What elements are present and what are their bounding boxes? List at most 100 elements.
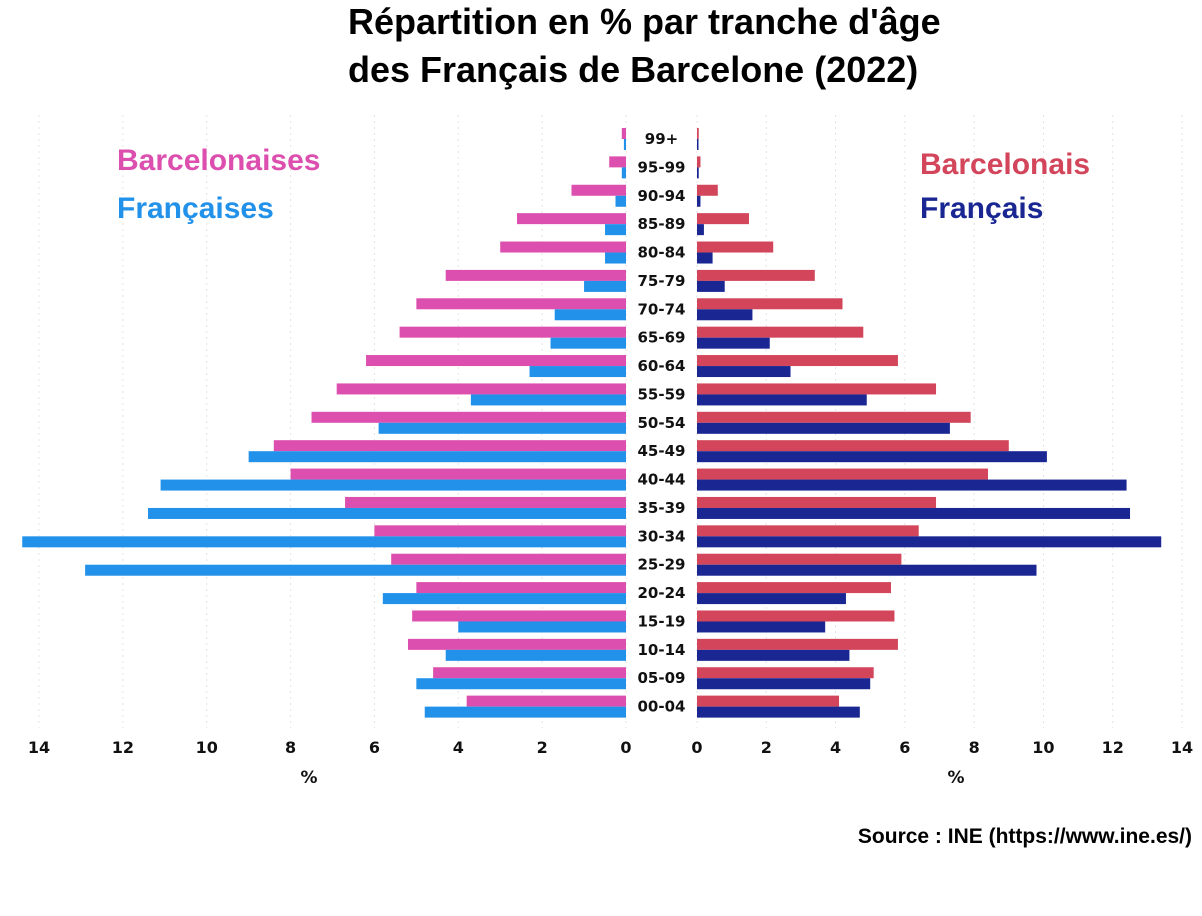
bar-barcelonaises-45-49 bbox=[273, 440, 626, 452]
left-axis-unit-label: % bbox=[300, 768, 317, 788]
age-label-65-69: 65-69 bbox=[638, 329, 686, 347]
bar-barcelonais-70-74 bbox=[697, 298, 843, 310]
right-tick-label: 6 bbox=[899, 738, 910, 757]
bar-francais-05-09 bbox=[697, 678, 871, 690]
age-label-80-84: 80-84 bbox=[638, 244, 686, 262]
bar-barcelonaises-25-29 bbox=[391, 553, 626, 565]
bar-barcelonais-55-59 bbox=[697, 383, 937, 395]
age-label-50-54: 50-54 bbox=[638, 414, 686, 432]
age-label-60-64: 60-64 bbox=[638, 357, 686, 375]
bar-francais-00-04 bbox=[697, 706, 860, 718]
age-group-labels: 00-04 05-09 10-14 15-19 20-24 25-29 30-34 35-39… bbox=[638, 130, 686, 716]
bar-francais-65-69 bbox=[697, 337, 770, 349]
left-tick-label: 4 bbox=[453, 738, 464, 757]
bar-francaises-70-74 bbox=[554, 309, 626, 321]
bar-barcelonaises-65-69 bbox=[399, 326, 626, 338]
age-label-00-04: 00-04 bbox=[638, 698, 686, 716]
bar-francaises-30-34 bbox=[22, 536, 626, 548]
bar-barcelonaises-10-14 bbox=[407, 638, 626, 650]
bar-francaises-15-19 bbox=[458, 621, 626, 633]
bar-francais-15-19 bbox=[697, 621, 826, 633]
bar-francaises-65-69 bbox=[550, 337, 626, 349]
bar-francaises-55-59 bbox=[470, 394, 626, 406]
bar-barcelonaises-85-89 bbox=[516, 213, 626, 225]
bar-barcelonais-15-19 bbox=[697, 610, 895, 622]
bar-barcelonais-50-54 bbox=[697, 411, 971, 423]
bar-francais-80-84 bbox=[697, 252, 713, 264]
right-axis-unit-label: % bbox=[947, 768, 964, 788]
bar-francaises-50-54 bbox=[378, 422, 626, 434]
age-label-99+: 99+ bbox=[645, 130, 678, 148]
legend-francais: Français bbox=[920, 192, 1043, 225]
bar-francais-45-49 bbox=[697, 451, 1047, 463]
bar-francaises-85-89 bbox=[605, 224, 626, 236]
bar-francaises-20-24 bbox=[382, 593, 626, 605]
bar-francais-25-29 bbox=[697, 564, 1037, 576]
age-label-15-19: 15-19 bbox=[638, 612, 686, 630]
left-tick-label: 2 bbox=[537, 738, 548, 757]
bar-barcelonais-00-04 bbox=[697, 695, 840, 707]
bar-francais-75-79 bbox=[697, 280, 725, 292]
right-tick-label: 14 bbox=[1171, 738, 1193, 757]
bar-barcelonaises-80-84 bbox=[500, 241, 626, 253]
right-tick-label: 8 bbox=[969, 738, 980, 757]
right-tick-label: 0 bbox=[691, 738, 702, 757]
legend-barcelonais: Barcelonais bbox=[920, 148, 1090, 181]
bar-barcelonaises-50-54 bbox=[311, 411, 626, 423]
left-tick-label: 6 bbox=[369, 738, 380, 757]
age-label-10-14: 10-14 bbox=[638, 641, 686, 659]
bar-barcelonais-80-84 bbox=[697, 241, 774, 253]
bar-barcelonais-45-49 bbox=[697, 440, 1009, 452]
bar-francais-90-94 bbox=[697, 195, 701, 207]
left-tick-label: 14 bbox=[28, 738, 50, 757]
bar-barcelonais-75-79 bbox=[697, 269, 815, 281]
legend-barcelonaises: Barcelonaises bbox=[117, 144, 320, 177]
bar-francais-99+ bbox=[697, 139, 699, 150]
left-tick-label: 0 bbox=[620, 738, 631, 757]
bar-barcelonais-30-34 bbox=[697, 525, 919, 537]
chart-title-line-2: des Français de Barcelone (2022) bbox=[348, 49, 918, 90]
bar-francaises-45-49 bbox=[248, 451, 626, 463]
age-label-95-99: 95-99 bbox=[638, 158, 686, 176]
right-tick-label: 12 bbox=[1102, 738, 1124, 757]
bar-francais-70-74 bbox=[697, 309, 753, 321]
age-label-45-49: 45-49 bbox=[638, 442, 686, 460]
bar-barcelonais-60-64 bbox=[697, 355, 898, 367]
bar-francaises-95-99 bbox=[621, 167, 626, 179]
bar-barcelonaises-30-34 bbox=[374, 525, 626, 537]
age-label-40-44: 40-44 bbox=[638, 471, 686, 489]
bar-francais-60-64 bbox=[697, 366, 791, 378]
bar-barcelonaises-75-79 bbox=[445, 269, 626, 281]
age-label-05-09: 05-09 bbox=[638, 669, 686, 687]
bar-francaises-75-79 bbox=[584, 280, 626, 292]
bar-barcelonais-35-39 bbox=[697, 496, 937, 508]
left-tick-label: 8 bbox=[285, 738, 296, 757]
bar-barcelonais-10-14 bbox=[697, 638, 898, 650]
x-axis-ticks: 14 12 10 8 6 4 2 0 0 2 4 6 8 10 12 14 bbox=[28, 738, 1193, 757]
left-tick-label: 10 bbox=[196, 738, 218, 757]
age-label-35-39: 35-39 bbox=[638, 499, 686, 517]
bar-barcelonaises-90-94 bbox=[571, 184, 626, 196]
bar-barcelonaises-15-19 bbox=[412, 610, 626, 622]
bar-barcelonais-99+ bbox=[697, 128, 699, 139]
right-tick-label: 4 bbox=[830, 738, 841, 757]
bar-francaises-99+ bbox=[623, 139, 626, 150]
bar-francaises-00-04 bbox=[424, 706, 626, 718]
bar-barcelonaises-55-59 bbox=[336, 383, 626, 395]
bar-francaises-60-64 bbox=[529, 366, 626, 378]
right-tick-label: 10 bbox=[1032, 738, 1054, 757]
age-label-55-59: 55-59 bbox=[638, 385, 686, 403]
bar-francaises-05-09 bbox=[416, 678, 626, 690]
bar-francaises-80-84 bbox=[605, 252, 626, 264]
bar-barcelonais-85-89 bbox=[697, 213, 749, 225]
bar-barcelonais-20-24 bbox=[697, 582, 891, 594]
bar-francaises-35-39 bbox=[148, 507, 626, 519]
bar-francais-10-14 bbox=[697, 649, 850, 661]
bar-barcelonaises-99+ bbox=[621, 128, 626, 139]
legend-francaises: Françaises bbox=[117, 192, 274, 225]
bar-barcelonais-95-99 bbox=[697, 156, 701, 168]
bar-barcelonaises-70-74 bbox=[416, 298, 626, 310]
bar-francais-35-39 bbox=[697, 507, 1131, 519]
bar-francaises-10-14 bbox=[445, 649, 626, 661]
